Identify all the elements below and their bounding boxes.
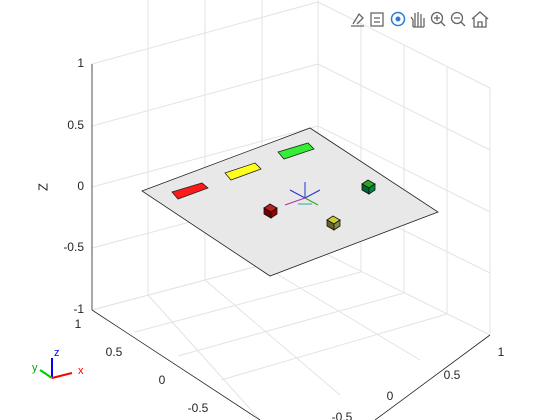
green-pad (277, 142, 315, 160)
y-tick-label: 0.5 (106, 345, 123, 359)
yellow-cube-part (333, 219, 341, 231)
x-tick-label: 1 (498, 345, 505, 359)
y-ticks: 1 0.5 0 -0.5 (75, 317, 209, 415)
x-tick-label: -0.5 (332, 410, 353, 420)
green-cube (361, 179, 376, 195)
grid-part (261, 264, 421, 361)
red-cube (263, 203, 278, 219)
x-ticks: 1 0.5 0 -0.5 (332, 345, 505, 420)
grid (91, 0, 491, 420)
robot-frame-part (304, 197, 319, 206)
rotate-button[interactable] (390, 11, 406, 27)
axes-toolbar (351, 11, 489, 28)
y-tick-label: 1 (75, 317, 82, 331)
axis-lines (91, 64, 491, 420)
z-axis-label: Z (35, 183, 50, 191)
x-tick-label: 0 (387, 389, 394, 403)
orientation-indicator-part (39, 369, 53, 379)
rotate-button-part (395, 16, 401, 22)
robot-frame-part (289, 189, 306, 199)
grid-part (220, 313, 448, 381)
grid-part (147, 294, 261, 420)
axis-lines-part (91, 309, 261, 420)
red-pad (171, 182, 209, 200)
z-ticks: 1 0.5 0 -0.5 -1 (63, 56, 84, 316)
robot-frame (284, 182, 321, 206)
grid-part (204, 279, 341, 396)
home-button[interactable] (471, 11, 489, 28)
z-indicator-label: z (54, 347, 60, 359)
brush-button-part (370, 12, 384, 27)
z-tick-label: -0.5 (63, 240, 84, 254)
z-tick-label: 0 (77, 179, 84, 193)
z-tick-label: 1 (77, 56, 84, 70)
green-cube-part (368, 183, 376, 195)
yellow-pad (224, 162, 262, 181)
axis-lines-part (374, 334, 491, 420)
zoom-out-button[interactable] (450, 11, 466, 27)
brush-button[interactable] (370, 12, 384, 27)
zoom-in-button-part (430, 11, 444, 25)
export-button-part (351, 12, 364, 27)
red-cube-part (270, 207, 278, 219)
table-plane (141, 127, 439, 277)
robot-frame-part (304, 189, 321, 199)
zoom-out-button-part (460, 21, 466, 27)
z-tick-label: -1 (73, 302, 84, 316)
z-tick-label: 0.5 (67, 118, 84, 132)
zoom-out-button-part (450, 11, 464, 25)
zoom-in-button[interactable] (430, 11, 446, 27)
home-button-part (471, 11, 489, 28)
robot-frame-part (284, 197, 306, 206)
y-indicator-label: y (32, 362, 38, 374)
rotate-button-part (390, 11, 406, 27)
zoom-in-button-part (440, 21, 446, 27)
y-tick-label: -0.5 (188, 401, 209, 415)
export-button[interactable] (351, 12, 364, 27)
orientation-indicator: z x y (32, 347, 84, 379)
y-tick-label: 0 (159, 373, 166, 387)
grid-part (177, 292, 405, 357)
pan-button[interactable] (410, 12, 425, 28)
pan-button-part (410, 12, 425, 28)
yellow-cube (326, 215, 341, 231)
x-tick-label: 0.5 (444, 368, 461, 382)
orientation-indicator-part (51, 372, 73, 379)
scene (141, 127, 439, 277)
x-indicator-label: x (78, 365, 84, 377)
